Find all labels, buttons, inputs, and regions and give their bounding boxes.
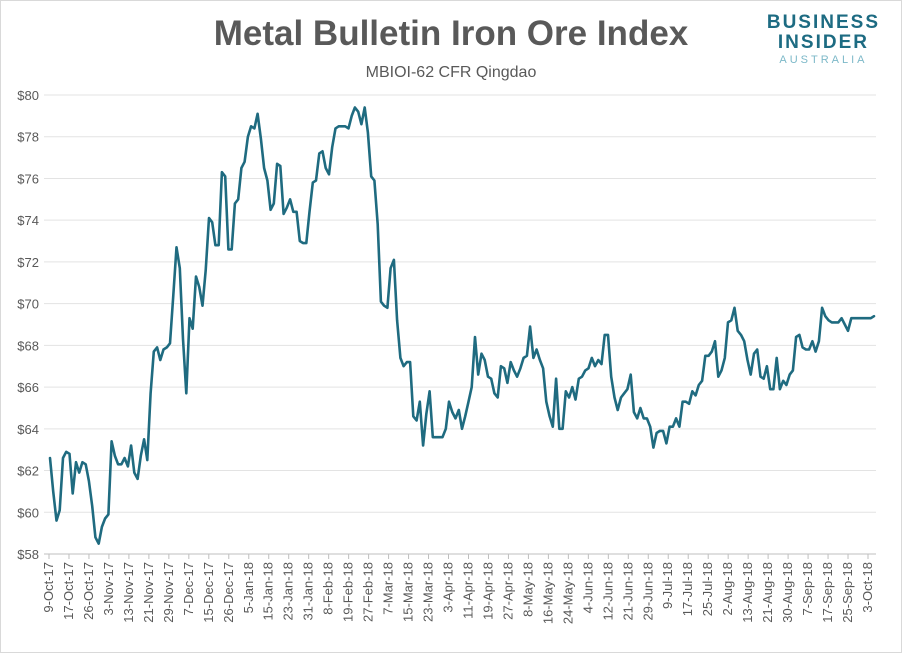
gridlines (44, 94, 876, 555)
x-tick-label: 3-Oct-18 (860, 562, 875, 613)
x-tick-label: 5-Jan-18 (241, 562, 256, 613)
x-tick-label: 30-Aug-18 (780, 562, 795, 623)
x-axis: 9-Oct-17 17-Oct-17 26-Oct-17 3-Nov-17 13-Nov… (41, 554, 875, 624)
x-tick-label: 26-Dec-17 (221, 562, 236, 623)
x-tick-label: 3-Nov-17 (101, 562, 116, 615)
business-insider-logo: BUSINESS INSIDER AUSTRALIA (767, 13, 880, 67)
logo-line-australia: AUSTRALIA (779, 54, 868, 66)
x-tick-label: 29-Nov-17 (161, 562, 176, 623)
x-tick-label: 17-Sep-18 (820, 562, 835, 623)
x-tick-label: 23-Mar-18 (421, 562, 436, 622)
y-tick-label: $70 (17, 297, 39, 312)
x-tick-label: 17-Jul-18 (680, 562, 695, 616)
x-tick-label: 11-Apr-18 (460, 562, 475, 619)
x-tick-label: 21-Aug-18 (760, 562, 775, 623)
x-tick-label: 24-May-18 (560, 562, 575, 624)
x-tick-label: 15-Jan-18 (261, 562, 276, 621)
y-tick-label: $72 (17, 255, 39, 270)
y-tick-label: $60 (17, 505, 39, 520)
series-line (48, 106, 876, 545)
x-tick-label: 17-Oct-17 (61, 562, 76, 620)
x-tick-label: 8-Feb-18 (321, 562, 336, 615)
chart-title: Metal Bulletin Iron Ore Index (213, 14, 689, 53)
y-tick-label: $68 (17, 338, 39, 353)
y-tick-label: $78 (17, 130, 39, 145)
x-tick-label: 16-May-18 (540, 562, 555, 624)
x-tick-label: 21-Nov-17 (141, 562, 156, 623)
x-tick-label: 15-Mar-18 (401, 562, 416, 622)
y-tick-label: $62 (17, 464, 39, 479)
x-tick-label: 9-Oct-17 (41, 562, 56, 613)
x-tick-label: 15-Dec-17 (201, 562, 216, 623)
x-tick-label: 3-Apr-18 (441, 562, 456, 613)
y-tick-label: $80 (17, 88, 39, 103)
x-tick-label: 27-Apr-18 (500, 562, 515, 620)
logo-line-insider: INSIDER (777, 32, 869, 53)
x-tick-label: 29-Jun-18 (640, 562, 655, 621)
y-tick-label: $66 (17, 380, 39, 395)
x-tick-label: 8-May-18 (520, 562, 535, 617)
chart-subtitle: MBIOI-62 CFR Qingdao (365, 64, 537, 81)
x-tick-label: 19-Apr-18 (480, 562, 495, 620)
x-tick-label: 25-Sep-18 (840, 562, 855, 623)
x-tick-label: 7-Mar-18 (381, 562, 396, 615)
y-axis: $58 $60 $62 $64 $66 $68 $70 $72 $74 $76 $78 $80 (17, 88, 39, 562)
x-tick-label: 2-Aug-18 (720, 562, 735, 615)
x-tick-label: 19-Feb-18 (341, 562, 356, 622)
y-tick-label: $58 (17, 547, 39, 562)
y-tick-label: $74 (17, 213, 39, 228)
x-tick-label: 31-Jan-18 (301, 562, 316, 621)
x-tick-label: 12-Jun-18 (600, 562, 615, 621)
x-tick-label: 13-Nov-17 (121, 562, 136, 623)
x-tick-label: 23-Jan-18 (281, 562, 296, 621)
y-tick-label: $76 (17, 171, 39, 186)
x-tick-label: 9-Jul-18 (660, 562, 675, 609)
x-tick-label: 13-Aug-18 (740, 562, 755, 623)
logo-line-business: BUSINESS (766, 12, 880, 33)
x-tick-label: 26-Oct-17 (81, 562, 96, 620)
y-tick-label: $64 (17, 422, 39, 437)
x-tick-label: 21-Jun-18 (620, 562, 635, 621)
x-tick-label: 7-Sep-18 (800, 562, 815, 615)
x-tick-label: 27-Feb-18 (361, 562, 376, 622)
x-tick-label: 7-Dec-17 (181, 562, 196, 615)
x-tick-label: 4-Jun-18 (580, 562, 595, 613)
x-tick-label: 25-Jul-18 (700, 562, 715, 616)
